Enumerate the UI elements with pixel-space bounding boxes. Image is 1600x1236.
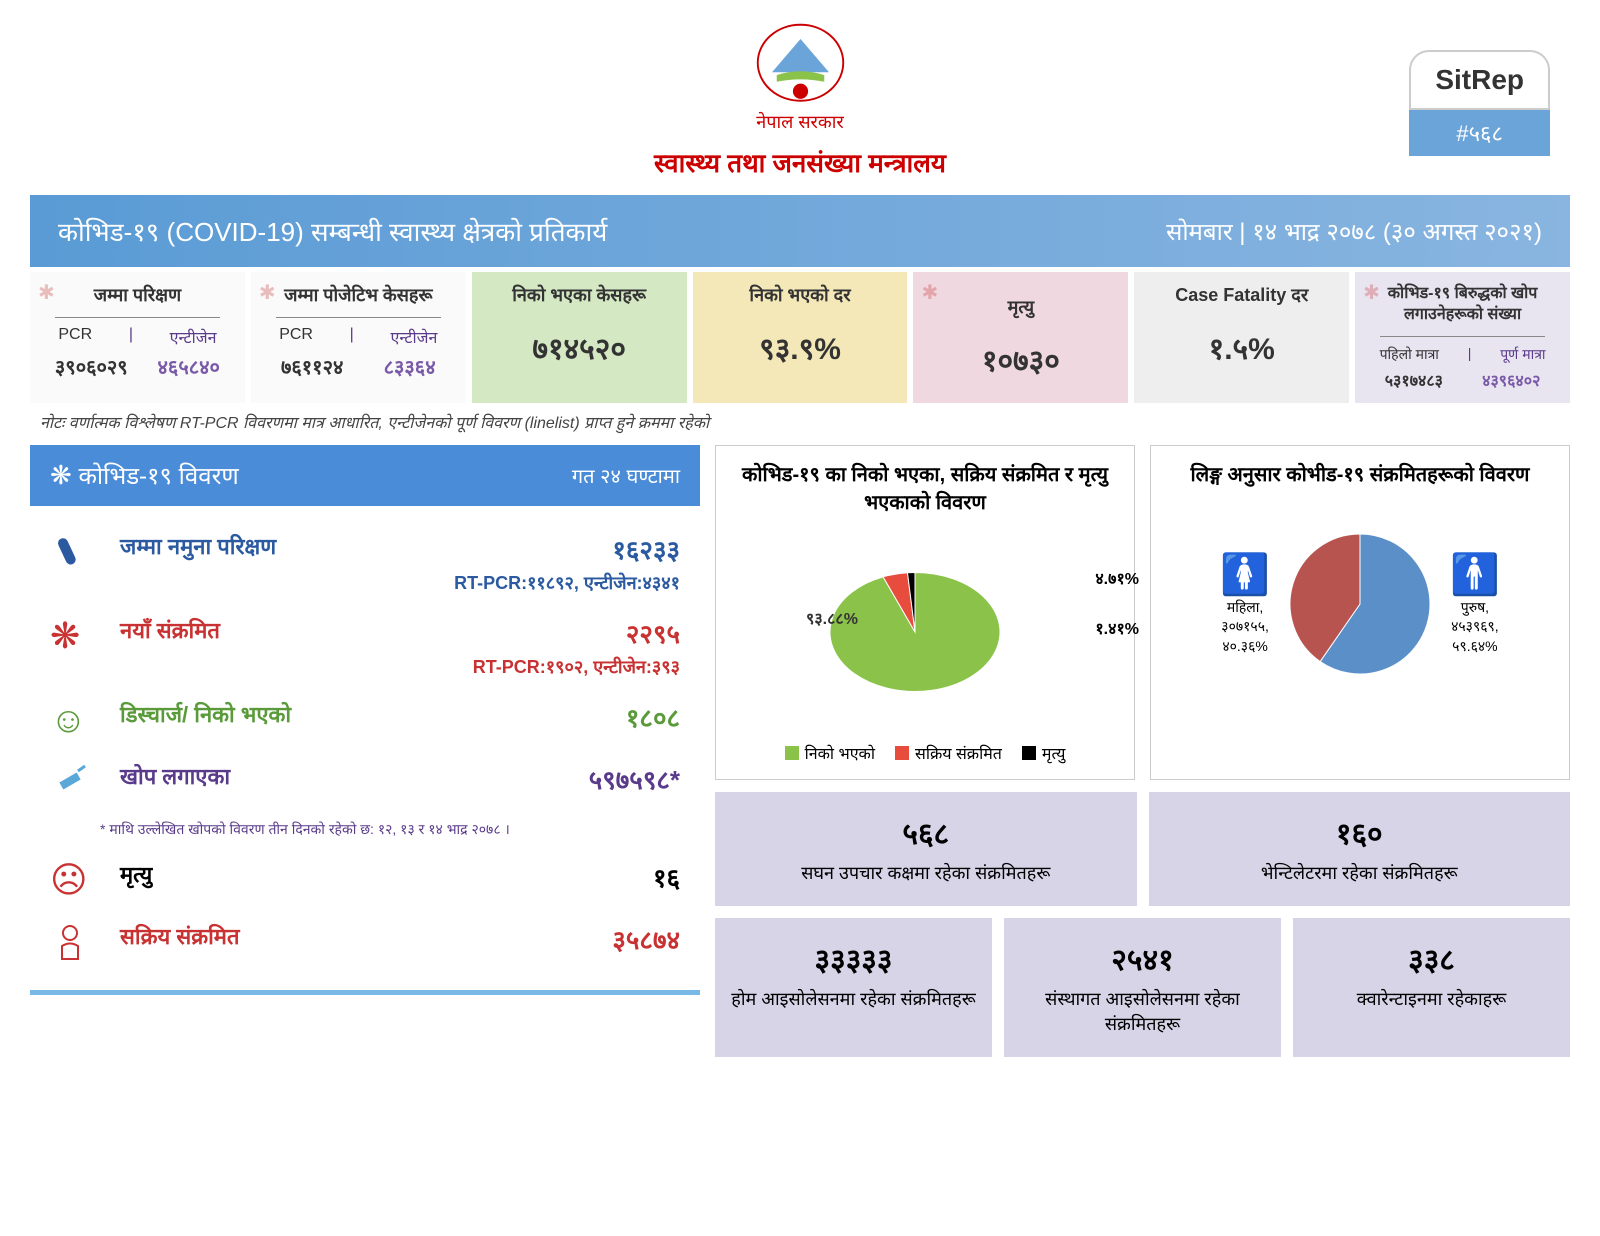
info-cards-top: ५६८सघन उपचार कक्षमा रहेका संक्रमितहरू१६०… (715, 792, 1570, 906)
pie1-legend: निको भएको सक्रिय संक्रमित मृत्यु (731, 742, 1119, 764)
left-panel: ❋ कोभिड-१९ विवरण गत २४ घण्टामा जम्मा नमु… (30, 445, 700, 1058)
gender-pie-chart: लिङ्ग अनुसार कोभीड-१९ संक्रमितहरूको विवर… (1150, 445, 1570, 780)
male-icon: 🚹 (1450, 551, 1500, 598)
note-text: नोटः वर्णात्मक विश्लेषण RT-PCR विवरणमा म… (40, 411, 1570, 433)
virus-icon: ✱ (259, 280, 276, 305)
pie1-svg (815, 547, 1035, 717)
info-card: ३३८क्वारेन्टाइनमा रहेकाहरू (1293, 918, 1570, 1057)
row-active: सक्रिय संक्रमित ३५८७४ (30, 911, 700, 980)
status-pie-chart: कोभिड-१९ का निको भएका, सक्रिय संक्रमित र… (715, 445, 1135, 780)
virus-icon: ❋ (50, 460, 72, 490)
nepal-emblem (753, 20, 848, 105)
row-new-cases: ❋ नयाँ संक्रमित २२९५RT-PCR:१९०२, एन्टीजे… (30, 605, 700, 689)
info-card: २५४१संस्थागत आइसोलेसनमा रहेका संक्रमितहर… (1004, 918, 1281, 1057)
banner-title: कोभिड-१९ (COVID-19) सम्बन्धी स्वास्थ्य क… (58, 213, 607, 249)
row-discharged: ☺ डिस्चार्ज/ निको भएको १८०८ (30, 689, 700, 751)
vaccine-footnote: * माथि उल्लेखित खोपको विवरण तीन दिनको रह… (30, 820, 700, 849)
virus-icon: ✱ (38, 280, 55, 305)
card-tests: ✱ जम्मा परिक्षण PCR|एन्टीजेन ३९०६०२९४६५८… (30, 272, 245, 403)
virus-icon: ❋ (50, 615, 100, 657)
sitrep-badge: SitRep #५६८ (1409, 50, 1550, 156)
sad-icon: ☹ (50, 859, 100, 901)
ministry-title: स्वास्थ्य तथा जनसंख्या मन्त्रालय (30, 144, 1570, 180)
pie2-svg (1280, 524, 1440, 684)
syringe-icon (50, 761, 100, 810)
card-vaccine: ✱ कोभिड-१९ बिरुद्धको खोप लगाउनेहरूको संख… (1355, 272, 1570, 403)
info-card: ५६८सघन उपचार कक्षमा रहेका संक्रमितहरू (715, 792, 1137, 906)
smile-icon: ☺ (50, 699, 100, 741)
info-cards-bottom: ३३३३३होम आइसोलेसनमा रहेका संक्रमितहरू२५४… (715, 918, 1570, 1057)
test-tube-icon (50, 531, 100, 580)
main-content: ❋ कोभिड-१९ विवरण गत २४ घण्टामा जम्मा नमु… (30, 445, 1570, 1058)
row-tests: जम्मा नमुना परिक्षण १६२३३RT-PCR:११८९२, ए… (30, 521, 700, 605)
right-panels: कोभिड-१९ का निको भएका, सक्रिय संक्रमित र… (715, 445, 1570, 1058)
info-card: ३३३३३होम आइसोलेसनमा रहेका संक्रमितहरू (715, 918, 992, 1057)
virus-icon: ✱ (921, 280, 938, 305)
sick-person-icon (50, 921, 100, 970)
info-card: १६०भेन्टिलेटरमा रहेका संक्रमितहरू (1149, 792, 1571, 906)
card-positive: ✱ जम्मा पोजेटिभ केसहरू PCR|एन्टीजेन ७६११… (251, 272, 466, 403)
card-cfr: Case Fatality दर १.५% (1134, 272, 1349, 403)
panel-header: ❋ कोभिड-१९ विवरण गत २४ घण्टामा (30, 445, 700, 506)
header: नेपाल सरकार स्वास्थ्य तथा जनसंख्या मन्त्… (30, 20, 1570, 180)
title-banner: कोभिड-१९ (COVID-19) सम्बन्धी स्वास्थ्य क… (30, 195, 1570, 267)
virus-icon: ✱ (1363, 280, 1380, 305)
female-icon: 🚺 (1220, 551, 1270, 598)
sitrep-label: SitRep (1409, 50, 1550, 110)
card-recovery-rate: निको भएको दर ९३.९% (693, 272, 908, 403)
gov-label: नेपाल सरकार (30, 110, 1570, 134)
row-deaths: ☹ मृत्यु १६ (30, 849, 700, 911)
row-vaccinated: खोप लगाएका ५९७५९८* (30, 751, 700, 820)
card-recovered: निको भएका केसहरू ७१४५२० (472, 272, 687, 403)
sitrep-number: #५६८ (1409, 110, 1550, 156)
card-deaths: ✱ मृत्यु १०७३० (913, 272, 1128, 403)
stat-cards-row: ✱ जम्मा परिक्षण PCR|एन्टीजेन ३९०६०२९४६५८… (30, 272, 1570, 403)
charts-row: कोभिड-१९ का निको भएका, सक्रिय संक्रमित र… (715, 445, 1570, 780)
banner-date: सोमबार | १४ भाद्र २०७८ (३० अगस्त २०२१) (1166, 215, 1542, 248)
